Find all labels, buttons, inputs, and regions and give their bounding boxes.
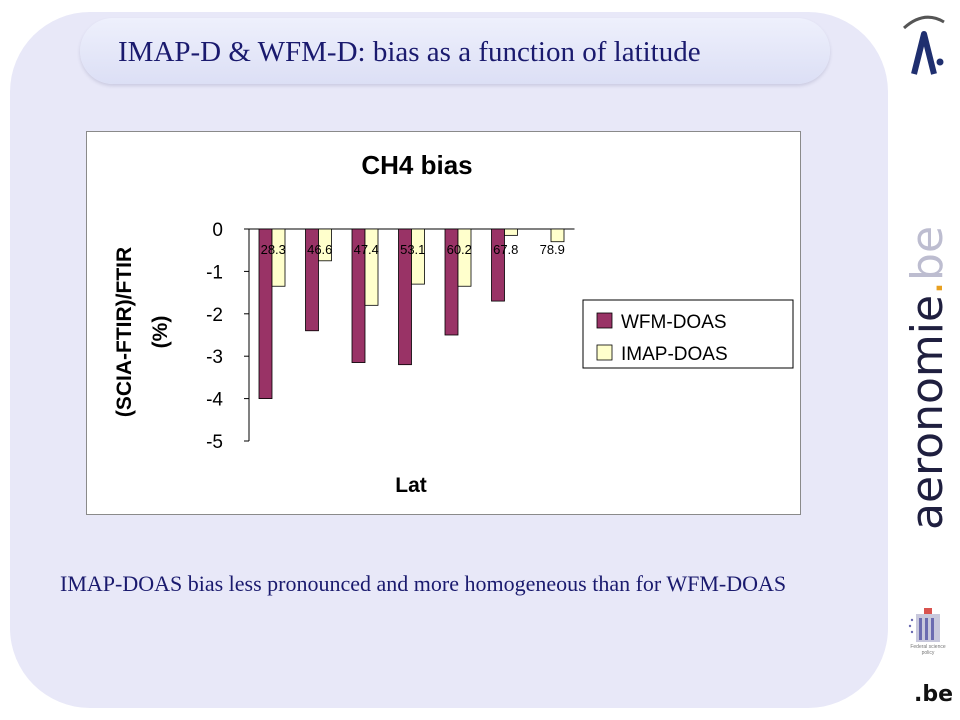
bar-imap-doas (457, 228, 472, 287)
bar-wfm-doas (398, 228, 412, 366)
legend-label-imap-doas: IMAP-DOAS (621, 344, 728, 365)
title-banner (80, 18, 830, 84)
y-axis-label: (SCIA-FTIR)/FTIR (113, 247, 136, 417)
aeronomie-a-logo-icon (902, 15, 945, 75)
bar-wfm-doas (258, 228, 273, 400)
brand-suffix: be (902, 225, 953, 281)
dot-be-mark: .be (914, 682, 954, 707)
brand-dot: . (902, 280, 953, 295)
federal-building-icon (908, 608, 940, 642)
bar-wfm-doas (305, 228, 319, 332)
y-tick-label: -1 (206, 262, 223, 283)
y-tick-label: -5 (206, 432, 223, 453)
legend-label-wfm-doas: WFM-DOAS (621, 312, 727, 333)
chart-title: CH4 bias (361, 150, 472, 180)
x-tick-label: 60.2 (447, 242, 472, 257)
y-tick-label: -2 (206, 305, 223, 326)
y-tick-label: 0 (212, 220, 223, 241)
bar-wfm-doas (491, 228, 505, 302)
chart-frame: CH4 bias 0 -1 -2 -3 -4 -5 28.3 46.6 47.4 53.1 60.2 6… (86, 131, 801, 515)
slide-title: IMAP-D & WFM-D: bias as a function of la… (118, 36, 701, 68)
belspo-logo: Federal science policy (906, 606, 950, 660)
x-tick-label: 47.4 (354, 242, 379, 257)
slide-caption: IMAP-DOAS bias less pronounced and more … (60, 571, 787, 596)
legend-box (582, 299, 794, 369)
bar-imap-doas (364, 228, 379, 306)
x-tick-label: 46.6 (307, 242, 332, 257)
aeronomie-brand-text: aeronomie.be (902, 226, 960, 530)
bar-imap-doas (271, 228, 286, 287)
y-tick-label: -3 (206, 347, 223, 368)
x-tick-label: 67.8 (493, 242, 518, 257)
y-tick-label: -4 (206, 390, 223, 411)
legend-swatch-wfm-doas (596, 312, 613, 329)
x-tick-label: 28.3 (261, 242, 286, 257)
agency-text: Federal science policy (910, 644, 946, 656)
bar-imap-doas (318, 228, 332, 262)
legend-swatch-imap-doas (596, 344, 613, 361)
x-tick-label: 53.1 (400, 242, 425, 257)
ch4-bias-chart: CH4 bias 0 -1 -2 -3 -4 -5 28.3 46.6 47.4 53.1 60.2 6… (113, 150, 794, 497)
bar-imap-doas (411, 228, 425, 285)
bar-imap-doas (550, 228, 565, 243)
brand-name: aeronomie (902, 294, 953, 530)
x-tick-label: 78.9 (540, 242, 565, 257)
x-axis-label: Lat (395, 474, 427, 497)
bar-imap-doas (504, 228, 518, 236)
y-axis-unit-label: (%) (149, 316, 172, 349)
